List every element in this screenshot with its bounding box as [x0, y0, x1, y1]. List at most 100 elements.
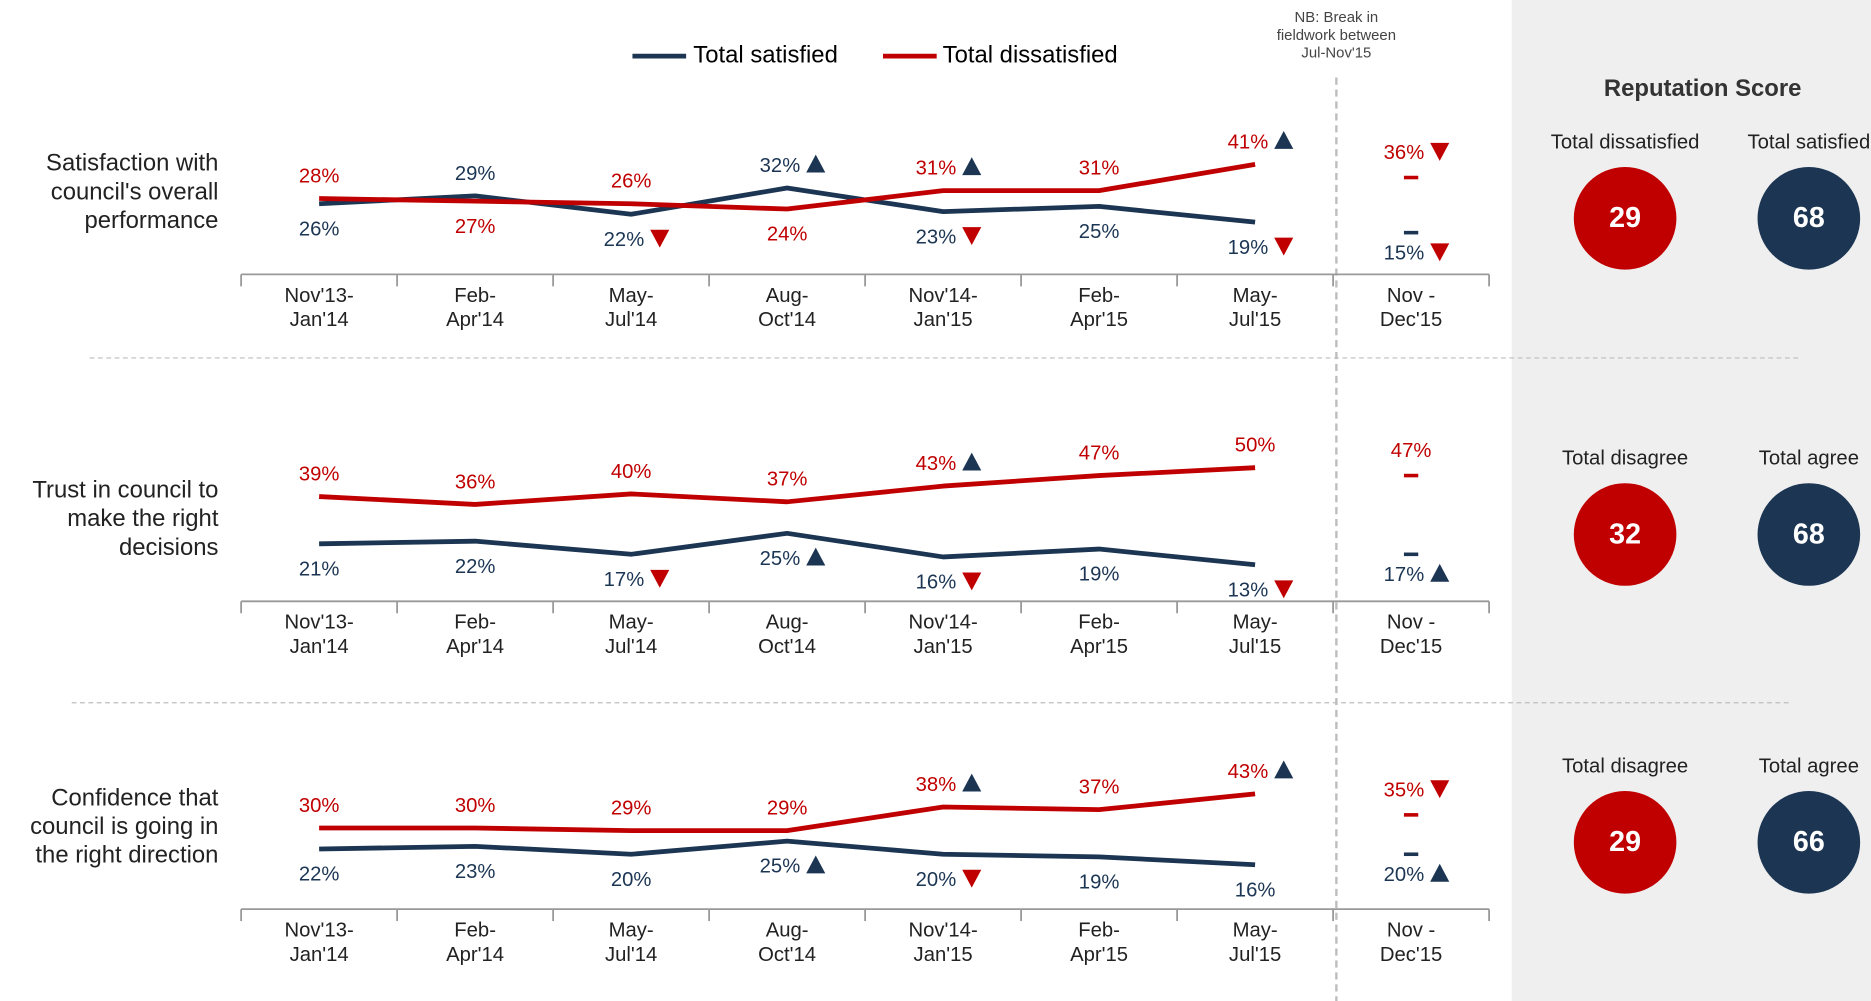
- data-label: 21%: [299, 558, 340, 580]
- legend-label: Total dissatisfied: [943, 41, 1118, 68]
- data-label: 31%: [916, 158, 957, 180]
- data-label: 16%: [1235, 879, 1276, 901]
- x-tick-label: Nov'14-Jan'15: [909, 920, 978, 966]
- increase-marker: [962, 157, 982, 176]
- increase-marker: [1430, 863, 1450, 882]
- x-tick-label: Feb-Apr'15: [1070, 285, 1128, 331]
- x-tick-label: Nov -Dec'15: [1380, 285, 1442, 331]
- x-tick-label: May-Jul'14: [605, 920, 657, 966]
- legend-label: Total satisfied: [693, 41, 838, 68]
- increase-marker: [1274, 760, 1294, 779]
- data-label: 22%: [299, 864, 340, 886]
- decrease-marker: [1430, 142, 1450, 161]
- decrease-marker: [1430, 780, 1450, 799]
- x-tick-label: Aug-Oct'14: [758, 285, 816, 331]
- x-tick-label: Feb-Apr'15: [1070, 612, 1128, 658]
- data-label: 24%: [767, 224, 808, 246]
- score-circle: [1573, 791, 1677, 894]
- data-label: 20%: [916, 869, 957, 891]
- x-tick-label: Feb-Apr'14: [446, 920, 504, 966]
- data-label: 40%: [611, 461, 652, 483]
- data-label: 29%: [767, 798, 808, 820]
- data-label: 39%: [299, 463, 340, 485]
- score-value: 68: [1793, 202, 1825, 234]
- data-label: 27%: [455, 216, 496, 238]
- score-circle: [1757, 483, 1861, 586]
- data-label: 50%: [1235, 435, 1276, 457]
- data-label: 29%: [455, 163, 496, 185]
- x-tick-label: Aug-Oct'14: [758, 612, 816, 658]
- data-label: 41%: [1228, 131, 1269, 153]
- series-line: [319, 530, 1256, 568]
- score-value: 68: [1793, 518, 1825, 550]
- decrease-marker: [1430, 243, 1450, 262]
- score-value: 29: [1609, 826, 1641, 858]
- increase-marker: [962, 773, 982, 792]
- decrease-marker: [962, 227, 982, 246]
- x-tick-label: May-Jul'15: [1229, 920, 1281, 966]
- x-tick-label: May-Jul'14: [605, 285, 657, 331]
- x-tick-label: Nov'13-Jan'14: [285, 285, 354, 331]
- x-tick-label: Aug-Oct'14: [758, 920, 816, 966]
- score-circle: [1573, 167, 1677, 270]
- increase-marker: [806, 547, 826, 566]
- series-line: [319, 465, 1256, 507]
- x-tick-label: Nov'13-Jan'14: [285, 920, 354, 966]
- increase-marker: [1430, 563, 1450, 582]
- x-tick-label: Nov -Dec'15: [1380, 920, 1442, 966]
- score-circle: [1757, 791, 1861, 894]
- data-label: 19%: [1079, 564, 1120, 586]
- data-label: 15%: [1384, 242, 1425, 264]
- data-label: 35%: [1384, 779, 1425, 801]
- row-title: Confidence that council is going in the ri…: [30, 785, 219, 869]
- data-label: 23%: [916, 226, 957, 248]
- x-tick-label: Nov'14-Jan'15: [909, 612, 978, 658]
- data-label: 36%: [455, 471, 496, 493]
- score-value: 66: [1793, 826, 1825, 858]
- increase-marker: [806, 154, 826, 173]
- data-label: 25%: [1079, 221, 1120, 243]
- x-tick-label: Nov'14-Jan'15: [909, 285, 978, 331]
- decrease-marker: [962, 572, 982, 591]
- data-label: 43%: [1228, 761, 1269, 783]
- data-label: 30%: [455, 795, 496, 817]
- decrease-marker: [962, 869, 982, 888]
- x-tick-label: Nov -Dec'15: [1380, 612, 1442, 658]
- x-tick-label: May-Jul'15: [1229, 285, 1281, 331]
- data-label: 26%: [299, 218, 340, 240]
- x-tick-label: Feb-Apr'14: [446, 285, 504, 331]
- data-label: 47%: [1079, 442, 1120, 464]
- break-note: NB: Break in fieldwork between Jul-Nov'15: [1277, 10, 1396, 62]
- data-label: 26%: [611, 171, 652, 193]
- data-label: 31%: [1079, 158, 1120, 180]
- data-label: 30%: [299, 795, 340, 817]
- x-tick-label: May-Jul'15: [1229, 612, 1281, 658]
- increase-marker: [962, 452, 982, 471]
- data-label: 47%: [1391, 440, 1432, 462]
- score-label: Total disagree: [1562, 756, 1688, 778]
- series-line: [319, 838, 1256, 868]
- decrease-marker: [650, 569, 670, 588]
- x-tick-label: Nov'13-Jan'14: [285, 612, 354, 658]
- series-line: [319, 162, 1256, 212]
- data-label: 17%: [604, 569, 645, 591]
- score-value: 32: [1609, 518, 1641, 550]
- data-label: 23%: [455, 861, 496, 883]
- score-circle: [1757, 167, 1861, 270]
- data-label: 20%: [611, 869, 652, 891]
- x-tick-label: Feb-Apr'15: [1070, 920, 1128, 966]
- data-label: 29%: [611, 798, 652, 820]
- row-title: Satisfaction with council's overall perfor…: [46, 150, 218, 234]
- data-label: 28%: [299, 165, 340, 187]
- score-label: Total agree: [1759, 448, 1859, 470]
- data-label: 37%: [767, 469, 808, 491]
- data-label: 22%: [455, 556, 496, 578]
- data-label: 37%: [1079, 777, 1120, 799]
- data-label: 19%: [1228, 237, 1269, 259]
- data-label: 43%: [916, 453, 957, 475]
- decrease-marker: [1274, 237, 1294, 256]
- score-circle: [1573, 483, 1677, 586]
- data-label: 17%: [1384, 564, 1425, 586]
- decrease-marker: [1274, 580, 1294, 599]
